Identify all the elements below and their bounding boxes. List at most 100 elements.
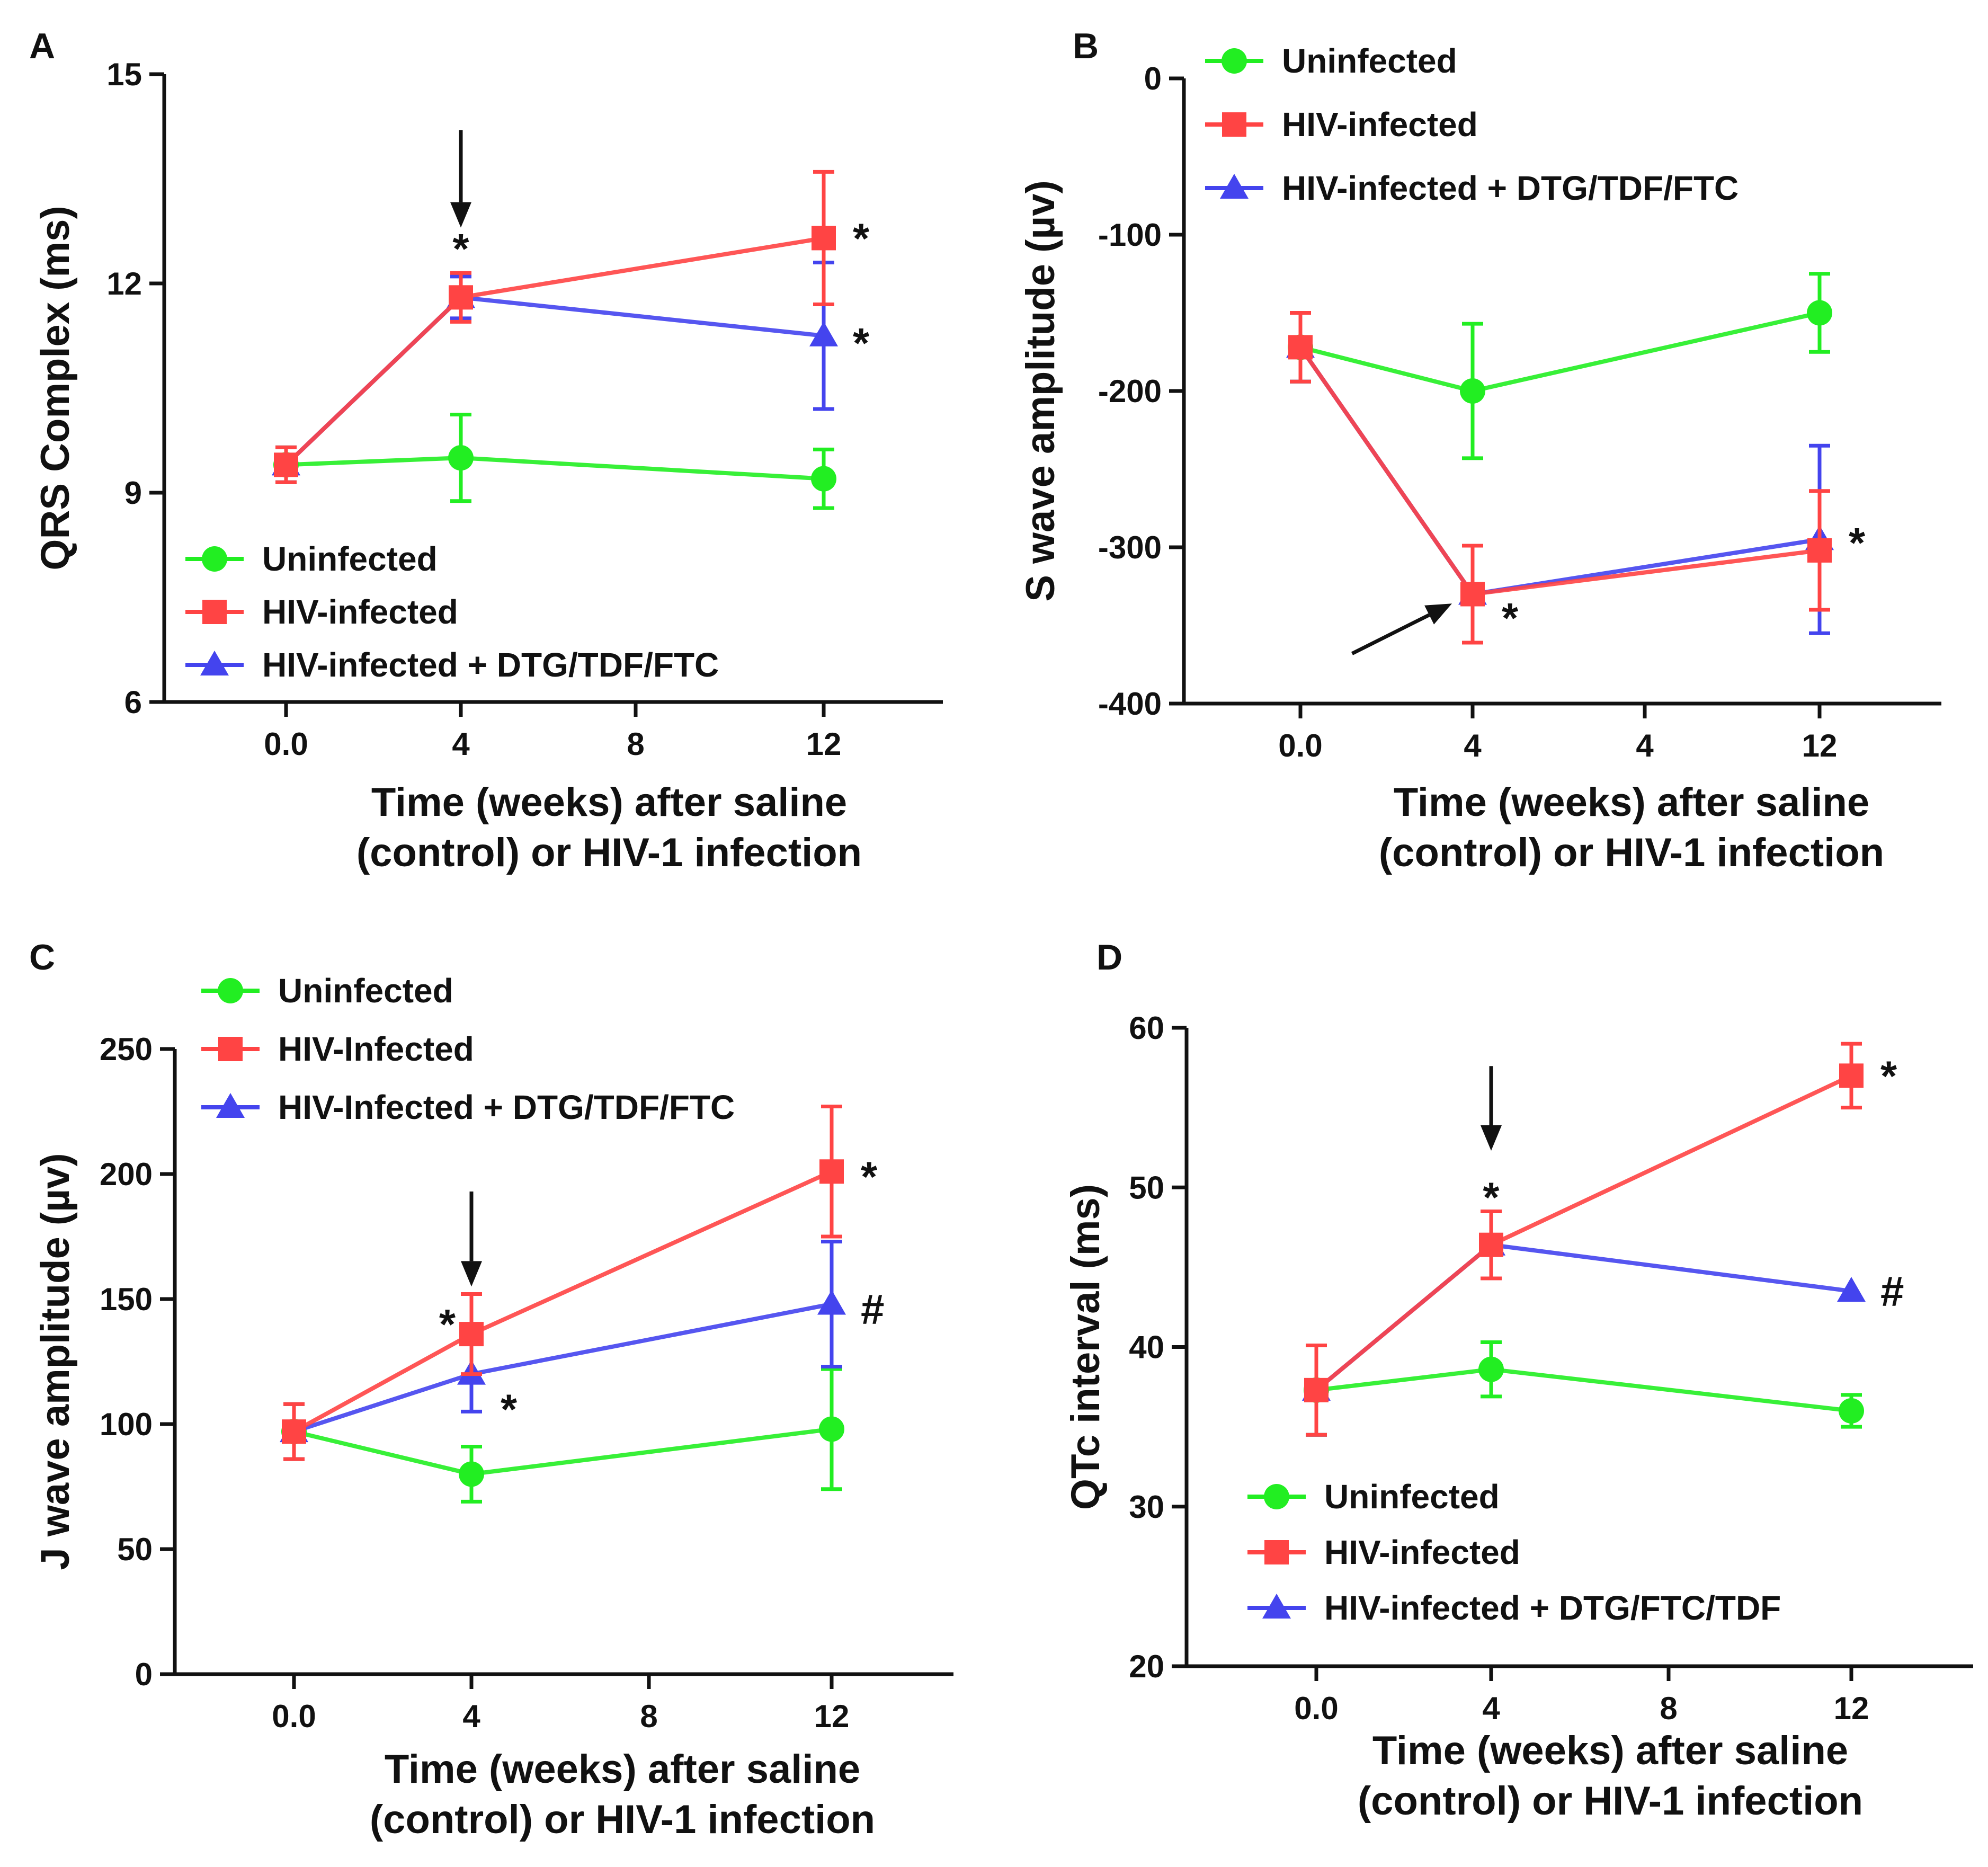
data-point-circle	[448, 445, 474, 471]
significance-asterisk: *	[861, 1153, 878, 1201]
y-axis-title: QRS Complex (ms)	[33, 206, 78, 570]
y-tick-label: 250	[100, 1032, 153, 1067]
legend: Uninfected HIV-infected HIV-infected + DTG…	[1247, 1478, 1781, 1627]
x-tick-label: 12	[1834, 1691, 1869, 1726]
legend-label: HIV-infected + DTG/TDF/FTC	[1282, 169, 1739, 207]
data-point-circle	[819, 1416, 844, 1442]
data-point-circle	[1839, 1398, 1864, 1424]
series-line-square	[293, 1169, 833, 1434]
legend-label: Uninfected	[1282, 42, 1457, 80]
series-line-square	[1315, 1073, 1852, 1392]
chart-panel-b: B -400 -300 -200 -100 0 0.0 4 4 12 Time (weeks) af…	[1018, 26, 1941, 875]
x-axis-title: Time (weeks) after saline	[371, 780, 847, 825]
y-tick-label: 0	[1144, 61, 1162, 96]
legend-label: Uninfected	[1324, 1478, 1500, 1516]
data-point-square	[819, 1159, 844, 1184]
data-point-circle	[459, 1461, 484, 1487]
data-point-triangle	[809, 321, 838, 346]
legend-marker-square	[218, 1037, 243, 1061]
legend: Uninfected HIV-infected HIV-infected + DTG…	[185, 540, 719, 684]
x-tick-label: 4	[462, 1699, 480, 1734]
y-tick-label: -100	[1098, 217, 1162, 253]
y-tick-label: -400	[1098, 686, 1162, 722]
y-tick-label: 9	[124, 475, 142, 511]
arrow-shaft	[1351, 613, 1430, 655]
significance-asterisk: *	[1483, 1173, 1500, 1221]
x-axis-title: Time (weeks) after saline	[1394, 780, 1869, 825]
series-line-circle	[286, 456, 824, 481]
panel-letter-b: B	[1073, 26, 1099, 66]
x-tick-label: 12	[806, 726, 842, 762]
panel-letter-d: D	[1096, 937, 1122, 977]
data-point-square	[1479, 1232, 1503, 1257]
series-line-triangle	[293, 1302, 832, 1434]
legend-label: HIV-infected + DTG/TDF/FTC	[262, 646, 719, 684]
data-point-square	[812, 226, 836, 251]
legend-label: HIV-Infected	[278, 1030, 474, 1068]
legend-label: HIV-infected	[1282, 105, 1478, 144]
x-axis-title: (control) or HIV-1 infection	[370, 1797, 875, 1842]
x-tick-label: 12	[814, 1699, 850, 1734]
chart-panel-c: C 0 50 100 150 200 250 0.0 4 8 12 Time (weeks) afte…	[29, 937, 953, 1842]
data-point-circle	[1478, 1356, 1504, 1382]
data-point-square	[449, 285, 473, 310]
legend-label: Uninfected	[262, 540, 438, 578]
series-line-circle	[1300, 310, 1820, 394]
significance-asterisk: *	[452, 225, 469, 272]
significance-asterisk: *	[1502, 594, 1519, 642]
y-tick-label: 100	[100, 1407, 153, 1442]
x-tick-label: 4	[452, 726, 470, 762]
legend-marker-circle	[202, 546, 227, 572]
series-line-triangle	[1315, 1242, 1852, 1392]
arrow-head	[450, 202, 471, 228]
legend-marker-triangle	[1220, 174, 1249, 199]
significance-asterisk: *	[501, 1386, 518, 1433]
chart-panel-a: A 6 9 12 15 0.0 4 8 12 Time (weeks) after saline (…	[29, 26, 943, 875]
panel-letter-a: A	[29, 26, 55, 66]
significance-asterisk: *	[853, 319, 870, 367]
y-tick-label: 15	[106, 57, 142, 92]
legend: Uninfected HIV-Infected HIV-Infected + DTG…	[201, 972, 735, 1126]
y-tick-label: 0	[135, 1657, 153, 1692]
x-tick-label: 0.0	[1294, 1691, 1338, 1726]
data-point-square	[1839, 1063, 1864, 1088]
significance-asterisk: *	[1880, 1052, 1897, 1099]
y-tick-label: -300	[1098, 530, 1162, 565]
data-point-square	[1288, 335, 1313, 360]
significance-hash: #	[1880, 1268, 1904, 1315]
y-tick-label: 50	[117, 1532, 153, 1567]
x-tick-label: 12	[1802, 728, 1838, 763]
data-point-square	[1304, 1377, 1329, 1402]
legend-marker-circle	[218, 978, 243, 1003]
significance-asterisk: *	[1849, 519, 1866, 566]
legend-marker-circle	[1264, 1484, 1289, 1509]
arrow-head	[461, 1261, 482, 1287]
legend-marker-circle	[1222, 48, 1247, 74]
x-tick-label: 8	[627, 726, 644, 762]
data-point-square	[274, 452, 298, 477]
x-tick-label: 4	[1482, 1691, 1500, 1726]
legend-label: HIV-infected	[1324, 1533, 1520, 1571]
y-tick-label: 40	[1129, 1330, 1164, 1365]
data-point-circle	[1807, 300, 1832, 326]
legend-marker-square	[1222, 112, 1246, 137]
data-point-circle	[1460, 378, 1485, 404]
legend-marker-triangle	[200, 651, 229, 675]
x-tick-label: 8	[1660, 1691, 1677, 1726]
y-tick-label: 30	[1129, 1489, 1164, 1525]
y-tick-label: 12	[106, 266, 142, 301]
series-line-circle	[1316, 1367, 1852, 1413]
arrow-head	[1481, 1125, 1502, 1151]
legend-label: HIV-Infected + DTG/TDF/FTC	[278, 1088, 735, 1126]
data-point-triangle	[1837, 1277, 1866, 1302]
y-tick-label: -200	[1098, 374, 1162, 409]
x-axis-title: (control) or HIV-1 infection	[356, 830, 862, 875]
series-line-circle	[293, 1427, 832, 1477]
y-axis-title: J wave amplitude (µv)	[33, 1153, 78, 1570]
y-tick-label: 50	[1129, 1170, 1164, 1205]
significance-asterisk: *	[439, 1301, 456, 1348]
arrow-head	[1424, 603, 1452, 625]
legend-label: Uninfected	[278, 972, 453, 1010]
